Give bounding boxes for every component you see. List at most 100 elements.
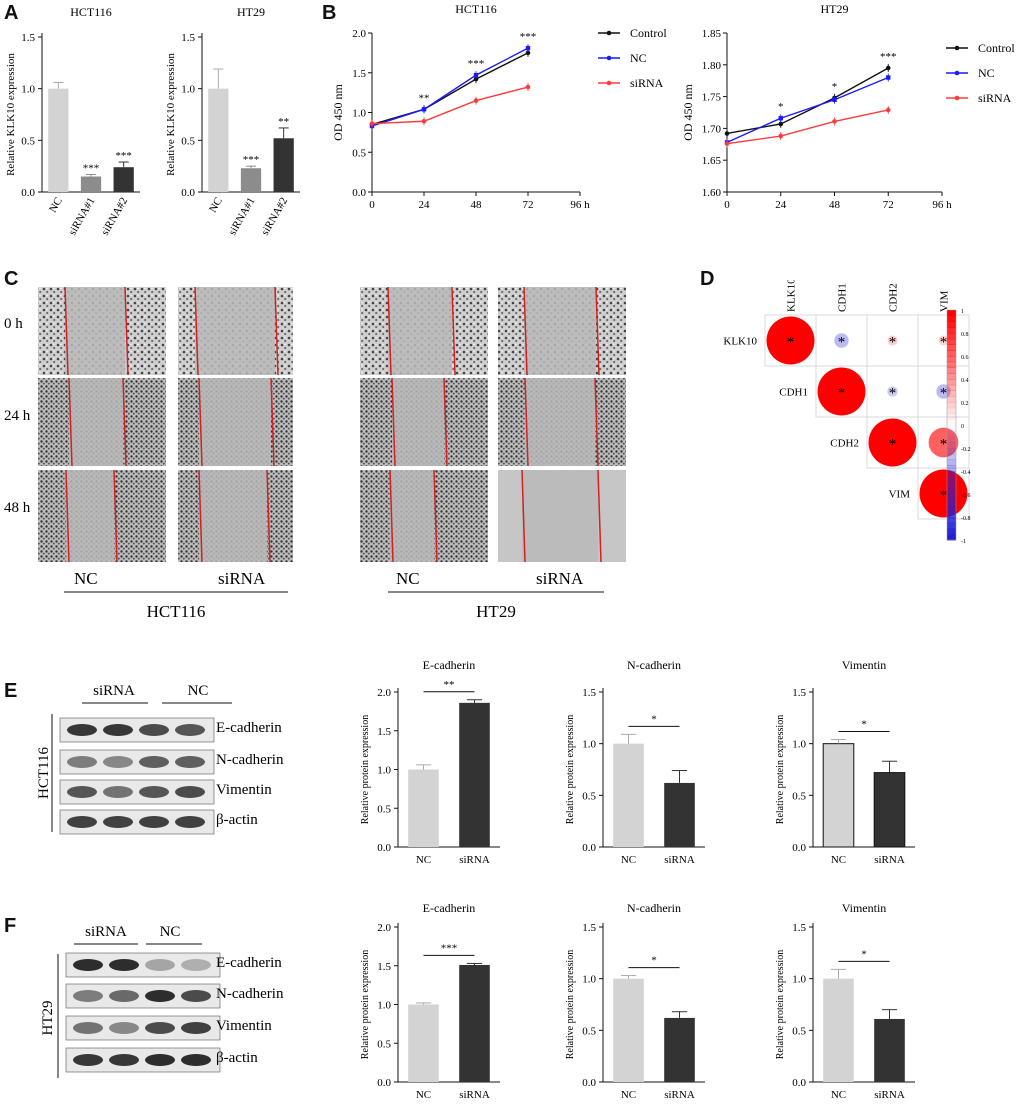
x-tick-label: 0 [724, 199, 730, 211]
blot-band [139, 816, 169, 828]
wb-f-protein-actin: β-actin [216, 1050, 258, 1066]
x-tick-label: NC [621, 854, 636, 866]
significance-star: * [940, 386, 948, 402]
chart-title: HT29 [237, 5, 265, 19]
colorbar-segment [947, 384, 956, 391]
x-tick-label: 48 [471, 199, 483, 211]
y-axis-label: Relative protein expression [360, 715, 371, 824]
chart-title: HT29 [821, 2, 849, 16]
wound-gap [524, 287, 596, 375]
blot-band [67, 724, 97, 736]
blot-band [67, 816, 97, 828]
bar-sirna1 [80, 176, 102, 192]
colorbar-tick-label: -0.4 [961, 470, 971, 476]
wb-f-protein-ncad: N-cadherin [216, 986, 284, 1002]
wound-edge-line [523, 286, 528, 376]
correlation-matrix: KLK10 CDH1 CDH2 VIM KLK10 * * * * CDH1 * * * CDH2 * * VI… [723, 280, 971, 545]
colorbar-segment [947, 453, 956, 460]
wound-time-0h: 0 h [4, 316, 23, 332]
y-tick-label: 1.0 [582, 739, 596, 751]
wound-edge-line [122, 377, 127, 467]
wound-gap [195, 287, 275, 375]
wb-e-protein-ecad: E-cadherin [216, 720, 282, 736]
wound-healing-panel: 0 h 24 h 48 h NC siRNA HCT116 NC siRNA H… [4, 286, 626, 621]
colorbar-tick-label: -0.8 [961, 516, 971, 522]
y-tick-label: 0.5 [582, 790, 596, 802]
colorbar-segment [947, 442, 956, 449]
y-tick-label: 2.0 [377, 922, 391, 934]
x-tick-label: 48 [829, 199, 841, 211]
x-tick-label: 96 h [570, 199, 590, 211]
wound-edge-line [64, 286, 69, 376]
blot-band [109, 1054, 139, 1066]
wound-gap [522, 470, 598, 562]
chart-title: E-cadherin [423, 901, 476, 915]
colorbar-segment [947, 396, 956, 403]
colorbar-tick-label: -0.6 [961, 493, 971, 499]
blot-band [181, 990, 211, 1002]
x-tick-label: NC [831, 854, 846, 866]
significance-label: * [651, 713, 657, 725]
colorbar-segment [947, 505, 956, 512]
chart-title: N-cadherin [627, 901, 681, 915]
wound-edge-line [594, 377, 599, 467]
y-tick-label: 1.75 [702, 92, 722, 104]
legend-marker [606, 55, 612, 61]
blot-band [103, 724, 133, 736]
bar-sirna [664, 782, 695, 847]
matrix-col-label: CDH1 [837, 283, 849, 312]
colorbar-segment [947, 373, 956, 380]
colorbar-segment [947, 425, 956, 431]
x-tick-label: siRNA [874, 854, 905, 866]
matrix-row-label: VIM [889, 489, 911, 501]
wb-f-group-sirna: siRNA [85, 924, 127, 940]
chart-b-hct116: HCT116 OD 450 nm 0.0 0.5 1.0 1.5 2.0 0 24 48 72 96 … [331, 2, 667, 211]
colorbar-segment [947, 407, 956, 414]
blot-band [139, 756, 169, 768]
y-axis-label: OD 450 nm [331, 84, 345, 141]
wound-gap [388, 287, 452, 375]
wound-edge-line [65, 469, 70, 563]
blot-band [103, 756, 133, 768]
correlation-circle [928, 427, 959, 458]
matrix-row-label: CDH2 [830, 438, 859, 450]
correlation-circle [887, 386, 898, 397]
wound-edge-line [524, 377, 529, 467]
matrix-row-label: CDH1 [779, 387, 808, 399]
bar-nc [208, 88, 229, 192]
significance-label: * [651, 955, 657, 967]
y-tick-label: 0.5 [377, 803, 391, 815]
colorbar-segment [947, 327, 956, 334]
correlation-circle [938, 335, 949, 346]
wb-f-cell-line: HT29 [40, 1001, 56, 1036]
wound-edge-line [194, 286, 199, 376]
y-tick-label: 1.70 [702, 123, 722, 135]
blot-band [145, 1022, 175, 1034]
y-tick-label: 1.5 [377, 726, 391, 738]
colorbar-segment [947, 350, 956, 357]
bar-nc [408, 1004, 439, 1082]
significance-label: ** [444, 679, 455, 691]
series-line-sirna [726, 109, 889, 145]
significance-label: * [778, 101, 784, 113]
y-tick-label: 1.0 [352, 108, 366, 120]
significance-star: * [940, 437, 948, 453]
y-tick-label: 0.0 [792, 842, 806, 854]
x-tick-label: NC [831, 1089, 846, 1101]
blot-band [175, 786, 205, 798]
y-tick-label: 0.0 [582, 1077, 596, 1089]
colorbar-tick-label: 1 [961, 309, 964, 315]
colorbar-segment [947, 367, 956, 374]
wound-gap [199, 378, 271, 466]
wound-hct116-sirna-label: siRNA [218, 569, 266, 588]
x-tick-label: NC [621, 1089, 636, 1101]
colorbar-segment [947, 522, 956, 529]
y-tick-label: 0.0 [582, 842, 596, 854]
colorbar-segment [947, 494, 956, 501]
correlation-circle [868, 418, 917, 467]
colorbar-frame [946, 309, 957, 541]
y-tick-label: 2.0 [352, 28, 366, 40]
colorbar-segment [947, 321, 956, 328]
wound-time-24h: 24 h [4, 408, 31, 424]
colorbar-segment [947, 528, 956, 535]
